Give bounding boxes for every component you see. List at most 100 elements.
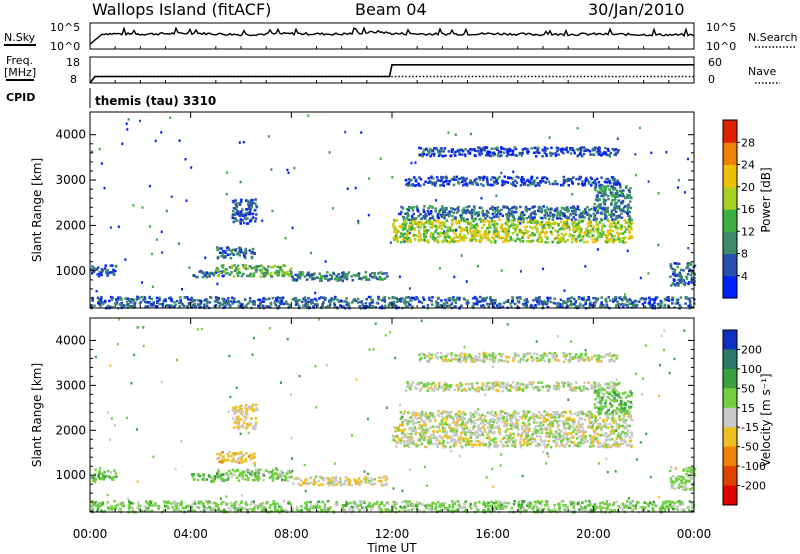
scatter-cell-7 <box>525 231 528 235</box>
scatter-cell-1 <box>128 304 132 308</box>
scatter-cell-11 <box>606 184 610 188</box>
scatter-cell-1 <box>244 298 247 301</box>
scatter-cell-4 <box>239 222 242 225</box>
freq-panel-frame <box>89 56 695 84</box>
scatter-cell-3 <box>230 249 233 253</box>
scatter-cell-1 <box>506 299 510 302</box>
scatter-cell-6 <box>346 477 350 481</box>
scatter-speckle <box>126 128 129 131</box>
scatter-cell-10 <box>594 146 597 149</box>
scatter-cell-9 <box>521 176 524 179</box>
scatter-speckle <box>563 214 566 217</box>
scatter-cell-8 <box>519 205 522 209</box>
scatter-cell-8 <box>411 217 414 221</box>
scatter-cell-7 <box>502 227 505 231</box>
scatter-cell-1 <box>335 501 338 504</box>
scatter-cell-1 <box>133 301 137 304</box>
scatter-cell-1 <box>150 509 154 512</box>
scatter-cell-0 <box>106 469 110 473</box>
scatter-cell-6 <box>357 274 360 277</box>
scatter-cell-10 <box>447 150 451 153</box>
scatter-cell-8 <box>482 214 485 218</box>
scatter-cell-1 <box>640 506 644 509</box>
scatter-cell-4 <box>234 217 237 220</box>
scatter-cell-1 <box>639 506 642 509</box>
scatter-cell-4 <box>241 208 244 211</box>
scatter-cell-8 <box>461 211 465 214</box>
scatter-cell-7 <box>611 235 614 238</box>
scatter-cell-9 <box>433 184 437 187</box>
scatter-cell-9 <box>581 184 585 187</box>
scatter-cell-8 <box>553 209 557 212</box>
scatter-cell-10 <box>569 152 573 155</box>
scatter-cell-7 <box>466 220 469 224</box>
scatter-cell-3 <box>222 250 225 253</box>
scatter-cell-9 <box>496 177 500 181</box>
scatter-cell-5 <box>276 468 279 472</box>
scatter-cell-1 <box>310 302 313 305</box>
scatter-cell-7 <box>478 239 481 242</box>
scatter-cell-1 <box>571 501 574 504</box>
scatter-cell-10 <box>579 149 583 152</box>
scatter-cell-7 <box>470 225 473 229</box>
scatter-cell-7 <box>624 221 628 225</box>
scatter-cell-8 <box>429 210 433 213</box>
scatter-cell-10 <box>482 148 485 151</box>
scatter-cell-1 <box>233 508 237 511</box>
scatter-cell-7 <box>591 228 594 231</box>
scatter-cell-8 <box>424 213 427 216</box>
scatter-cell-3 <box>224 458 227 462</box>
scatter-cell-11 <box>604 186 608 189</box>
scatter-cell-1 <box>600 301 603 304</box>
scatter-cell-1 <box>239 501 243 505</box>
scatter-cell-7 <box>443 236 447 239</box>
scatter-cell-1 <box>680 508 684 511</box>
scatter-cell-2 <box>193 274 196 277</box>
scatter-speckle <box>357 221 360 225</box>
scatter-cell-1 <box>685 296 688 299</box>
scatter-cell-3 <box>240 457 243 461</box>
scatter-speckle <box>149 225 151 228</box>
scatter-cell-1 <box>161 305 165 309</box>
scatter-cell-7 <box>498 218 501 222</box>
scatter-cell-5 <box>255 268 259 271</box>
scatter-cell-10 <box>496 154 500 157</box>
scatter-cell-9 <box>562 181 566 184</box>
scatter-cell-7 <box>547 223 550 227</box>
scatter-cell-1 <box>549 300 552 304</box>
scatter-cell-4 <box>251 212 255 216</box>
scatter-cell-1 <box>343 504 346 507</box>
scatter-cell-1 <box>574 305 577 309</box>
scatter-cell-8 <box>587 213 591 217</box>
scatter-cell-7 <box>623 230 627 234</box>
scatter-cell-1 <box>110 508 114 511</box>
scatter-cell-7 <box>436 240 440 243</box>
scatter-speckle <box>216 282 219 286</box>
scatter-cell-1 <box>100 296 103 299</box>
scatter-cell-8 <box>470 213 473 216</box>
scatter-cell-1 <box>359 502 362 505</box>
scatter-cell-8 <box>538 209 541 213</box>
scatter-cell-8 <box>507 211 510 215</box>
scatter-cell-7 <box>606 234 610 237</box>
scatter-cell-5 <box>242 266 246 269</box>
scatter-cell-5 <box>287 274 291 277</box>
scatter-cell-1 <box>351 507 355 511</box>
scatter-cell-7 <box>617 234 620 238</box>
scatter-cell-3 <box>216 256 220 260</box>
scatter-cell-1 <box>378 298 381 301</box>
scatter-cell-9 <box>406 182 409 186</box>
scatter-speckle <box>154 139 157 143</box>
scatter-cell-7 <box>420 221 423 224</box>
scatter-cell-0 <box>99 472 103 475</box>
scatter-cell-8 <box>427 207 430 210</box>
scatter-cell-1 <box>155 301 159 305</box>
scatter-cell-1 <box>143 505 147 508</box>
scatter-cell-0 <box>91 265 94 268</box>
scatter-cell-1 <box>558 305 562 308</box>
scatter-cell-1 <box>584 505 587 508</box>
scatter-cell-1 <box>381 299 384 302</box>
scatter-cell-1 <box>398 509 401 513</box>
scatter-cell-1 <box>321 509 324 512</box>
scatter-cell-7 <box>438 224 442 227</box>
